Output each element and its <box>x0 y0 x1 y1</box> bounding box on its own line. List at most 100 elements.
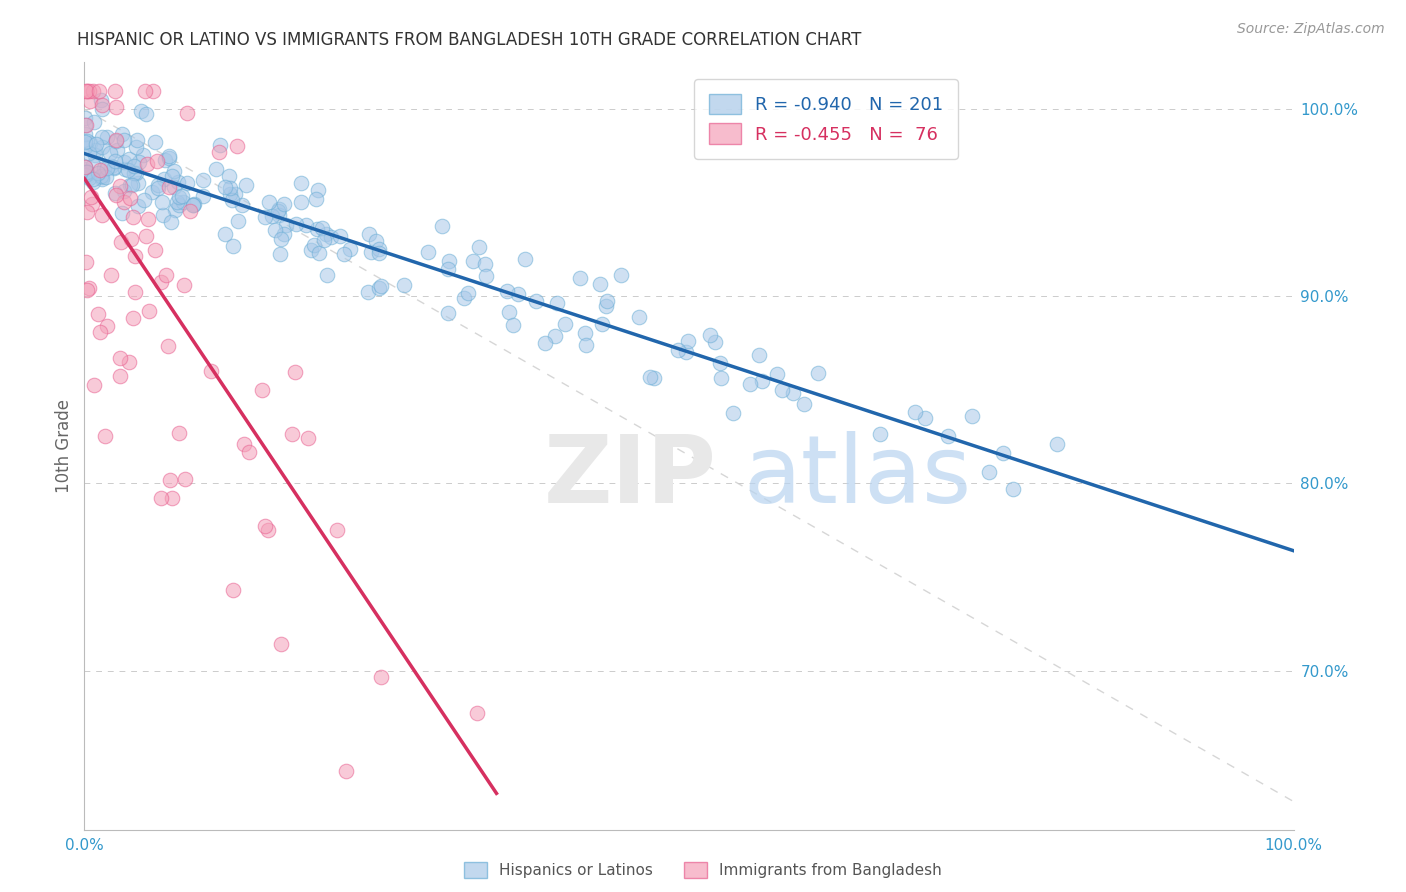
Point <box>127 199 149 213</box>
Point <box>367 245 389 260</box>
Point <box>146 154 169 169</box>
Point <box>167 425 190 440</box>
Point <box>73 162 96 177</box>
Point <box>112 184 135 198</box>
Point <box>392 277 415 292</box>
Point <box>231 198 253 212</box>
Point <box>270 637 292 651</box>
Point <box>108 351 131 366</box>
Point <box>308 246 330 260</box>
Point <box>643 371 665 385</box>
Point <box>569 271 592 285</box>
Point <box>264 223 287 237</box>
Point <box>107 143 129 157</box>
Point <box>75 140 97 154</box>
Point <box>253 210 276 224</box>
Point <box>710 371 733 385</box>
Point <box>132 148 155 162</box>
Legend: R = -0.940   N = 201, R = -0.455   N =  76: R = -0.940 N = 201, R = -0.455 N = 76 <box>695 79 957 159</box>
Point <box>914 411 936 425</box>
Point <box>463 253 485 268</box>
Point <box>495 284 517 298</box>
Point <box>977 465 1000 479</box>
Point <box>90 140 112 154</box>
Point <box>502 318 524 332</box>
Point <box>360 245 382 260</box>
Point <box>104 132 127 146</box>
Point <box>91 208 114 222</box>
Point <box>155 268 177 282</box>
Point <box>83 114 105 128</box>
Point <box>166 195 188 210</box>
Point <box>260 210 283 224</box>
Point <box>157 180 180 194</box>
Point <box>596 294 619 309</box>
Point <box>281 426 304 441</box>
Point <box>142 83 165 97</box>
Point <box>219 181 242 195</box>
Point <box>93 161 115 175</box>
Point <box>96 318 118 333</box>
Point <box>143 243 166 257</box>
Point <box>96 129 118 144</box>
Point <box>290 194 312 209</box>
Point <box>76 167 98 181</box>
Point <box>173 194 195 209</box>
Point <box>122 211 145 225</box>
Point <box>110 369 132 384</box>
Point <box>173 277 195 292</box>
Point <box>297 431 319 445</box>
Point <box>524 293 547 308</box>
Point <box>159 473 181 487</box>
Point <box>163 179 186 194</box>
Point <box>79 136 101 150</box>
Point <box>436 306 458 320</box>
Point <box>233 437 256 451</box>
Point <box>112 133 135 147</box>
Point <box>319 230 342 244</box>
Point <box>100 159 122 173</box>
Point <box>224 186 246 201</box>
Text: Source: ZipAtlas.com: Source: ZipAtlas.com <box>1237 22 1385 37</box>
Point <box>515 252 537 266</box>
Point <box>546 296 568 310</box>
Point <box>146 178 169 192</box>
Point <box>128 155 150 169</box>
Point <box>114 161 136 176</box>
Point <box>533 335 555 350</box>
Point <box>103 83 125 97</box>
Point <box>222 239 245 253</box>
Point <box>554 318 576 332</box>
Point <box>134 107 156 121</box>
Point <box>125 140 148 154</box>
Point <box>157 149 180 163</box>
Point <box>124 285 146 300</box>
Point <box>153 171 176 186</box>
Point <box>183 198 205 212</box>
Point <box>869 427 891 442</box>
Point <box>709 356 731 370</box>
Point <box>418 245 440 260</box>
Point <box>121 178 143 192</box>
Point <box>359 227 381 242</box>
Point <box>118 355 141 369</box>
Point <box>149 491 172 506</box>
Point <box>108 178 131 193</box>
Point <box>589 277 612 291</box>
Point <box>748 348 770 362</box>
Point <box>238 444 260 458</box>
Text: HISPANIC OR LATINO VS IMMIGRANTS FROM BANGLADESH 10TH GRADE CORRELATION CHART: HISPANIC OR LATINO VS IMMIGRANTS FROM BA… <box>77 31 862 49</box>
Point <box>936 428 959 442</box>
Point <box>364 235 387 249</box>
Point <box>73 160 96 174</box>
Point <box>149 275 172 289</box>
Point <box>205 162 228 177</box>
Point <box>77 281 100 295</box>
Point <box>305 222 328 236</box>
Point <box>104 187 127 202</box>
Point <box>80 190 103 204</box>
Point <box>610 268 633 282</box>
Point <box>181 197 204 211</box>
Point <box>90 172 112 186</box>
Point <box>222 583 245 598</box>
